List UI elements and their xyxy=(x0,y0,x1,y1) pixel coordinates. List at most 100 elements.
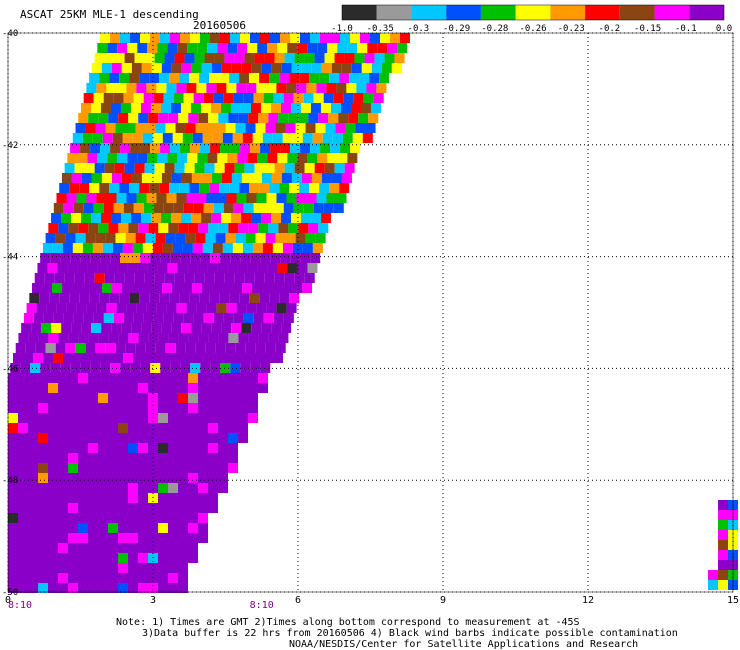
swath-cell xyxy=(8,493,18,503)
swath-cell xyxy=(238,393,248,403)
swath-cell xyxy=(111,213,122,223)
swath-cell xyxy=(264,163,275,173)
swath-cell xyxy=(86,303,97,313)
swath-cell xyxy=(52,353,63,363)
swath-cell xyxy=(100,143,111,153)
swath-cell xyxy=(108,483,118,493)
swath-cells xyxy=(8,33,738,593)
swath-cell xyxy=(178,373,188,383)
swath-cell xyxy=(198,333,209,343)
swath-cell xyxy=(210,363,221,373)
swath-cell xyxy=(289,73,300,83)
swath-cell xyxy=(38,393,48,403)
swath-cell xyxy=(96,193,107,203)
swath-cell xyxy=(286,303,297,313)
swath-cell xyxy=(168,403,178,413)
swath-cell xyxy=(203,93,214,103)
swath-cell xyxy=(175,233,186,243)
swath-cell xyxy=(229,183,240,193)
swath-cell xyxy=(8,433,18,443)
swath-cell xyxy=(162,283,173,293)
legend-swatch xyxy=(585,5,620,20)
swath-cell xyxy=(281,63,292,73)
swath-cell xyxy=(158,483,168,493)
swath-cell xyxy=(178,503,188,513)
swath-cell xyxy=(314,53,325,63)
swath-cell xyxy=(308,223,319,233)
swath-cell xyxy=(110,143,121,153)
swath-cell xyxy=(231,323,242,333)
swath-cell xyxy=(194,53,205,63)
swath-cell xyxy=(260,253,271,263)
swath-cell xyxy=(114,273,125,283)
swath-cell xyxy=(252,283,263,293)
swath-cell xyxy=(102,353,113,363)
swath-cell xyxy=(97,153,108,163)
swath-cell xyxy=(110,33,120,43)
legend-label: 0.0 xyxy=(716,24,732,34)
swath-cell xyxy=(127,43,138,53)
swath-cell xyxy=(118,483,128,493)
swath-cell xyxy=(321,173,332,183)
swath-cell xyxy=(237,43,248,53)
swath-cell xyxy=(201,323,212,333)
swath-cell xyxy=(230,363,241,373)
swath-cell xyxy=(253,203,264,213)
swath-cell xyxy=(28,493,38,503)
swath-cell xyxy=(120,363,131,373)
swath-cell xyxy=(238,373,248,383)
swath-cell xyxy=(68,513,78,523)
swath-cell xyxy=(276,193,287,203)
swath-cell xyxy=(148,483,158,493)
swath-cell xyxy=(88,473,98,483)
swath-cell xyxy=(78,563,88,573)
swath-cell xyxy=(158,443,168,453)
swath-cell xyxy=(148,383,158,393)
swath-cell xyxy=(211,63,222,73)
swath-cell xyxy=(210,253,221,263)
swath-cell xyxy=(208,473,218,483)
swath-cell xyxy=(220,103,231,113)
swath-cell xyxy=(53,203,64,213)
swath-cell xyxy=(135,233,146,243)
swath-cell xyxy=(329,183,340,193)
swath-cell xyxy=(8,403,18,413)
swath-cell xyxy=(262,243,273,253)
swath-cell xyxy=(315,233,326,243)
swath-cell xyxy=(38,553,48,563)
swath-cell xyxy=(132,353,143,363)
swath-cell xyxy=(198,523,208,533)
swath-cell xyxy=(93,313,104,323)
swath-cell xyxy=(163,313,174,323)
swath-cell xyxy=(140,33,150,43)
swath-cell xyxy=(78,573,88,583)
swath-cell xyxy=(118,423,128,433)
swath-cell xyxy=(286,83,297,93)
swath-cell xyxy=(246,193,257,203)
swath-cell xyxy=(160,33,170,43)
swath-cell xyxy=(28,523,38,533)
swath-cell xyxy=(207,263,218,273)
swath-cell xyxy=(118,543,128,553)
swath-cell xyxy=(180,143,191,153)
swath-cell xyxy=(158,493,168,503)
legend-swatch xyxy=(550,5,586,20)
swath-cell xyxy=(316,193,327,203)
swath-cell xyxy=(98,563,108,573)
swath-cell xyxy=(43,313,54,323)
swath-cell xyxy=(240,143,251,153)
swath-cell xyxy=(140,363,151,373)
swath-cell xyxy=(302,243,313,253)
swath-cell xyxy=(192,353,203,363)
swath-cell xyxy=(187,153,198,163)
swath-cell xyxy=(120,103,131,113)
swath-cell xyxy=(278,333,289,343)
swath-cell xyxy=(248,413,258,423)
legend-swatch xyxy=(619,5,655,20)
swath-cell xyxy=(169,293,180,303)
swath-cell xyxy=(65,233,76,243)
swath-cell xyxy=(148,523,158,533)
swath-cell xyxy=(168,573,178,583)
swath-cell xyxy=(282,243,293,253)
swath-cell xyxy=(183,203,194,213)
